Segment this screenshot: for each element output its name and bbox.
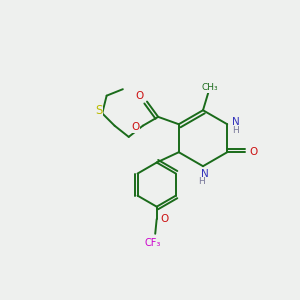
Text: S: S <box>95 104 102 118</box>
Text: O: O <box>160 214 168 224</box>
Text: O: O <box>131 122 140 132</box>
Text: O: O <box>249 147 257 157</box>
Text: H: H <box>232 126 239 135</box>
Text: O: O <box>136 91 144 101</box>
Text: CF₃: CF₃ <box>144 238 160 248</box>
Text: CH₃: CH₃ <box>202 83 218 92</box>
Text: H: H <box>198 177 205 186</box>
Text: N: N <box>201 169 208 179</box>
Text: N: N <box>232 117 239 127</box>
